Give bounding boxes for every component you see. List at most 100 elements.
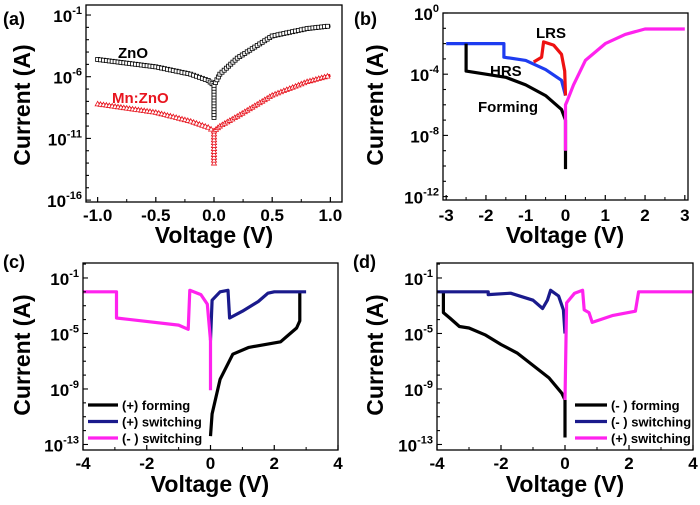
y-tick-label: 10-4 [410, 64, 440, 85]
panel-label: (b) [354, 9, 377, 29]
data-point [324, 72, 331, 79]
x-axis-label: Voltage (V) [155, 222, 273, 248]
y-tick-base: 10 [404, 325, 423, 344]
legend-label: (+) switching [122, 415, 202, 430]
y-tick-label: 100 [414, 3, 439, 24]
y-axis-label: Current (A) [362, 294, 388, 415]
y-tick-base: 10 [44, 436, 63, 455]
y-tick-base: 10 [50, 381, 69, 400]
panel-a: (a)-1.0 -0.5 0.0 0.5 1.010-110-610-1110-16Vo… [3, 4, 343, 248]
y-tick-exponent: -11 [67, 128, 82, 140]
data-point [210, 136, 218, 143]
y-tick-label: 10-12 [404, 187, 439, 208]
x-tick-label: 1.0 [319, 206, 343, 225]
x-axis-label: Voltage (V) [151, 471, 269, 497]
y-axis-label: Current (A) [9, 44, 35, 165]
y-tick-exponent: -4 [429, 64, 440, 76]
y-tick-base: 10 [48, 130, 67, 149]
y-axis-label: Current (A) [9, 294, 35, 415]
data-point [210, 133, 218, 140]
y-tick-label: 10-11 [48, 128, 82, 149]
y-axis-label: Current (A) [362, 44, 388, 165]
y-tick-exponent: -6 [72, 67, 82, 79]
x-tick-label: 2 [640, 206, 649, 225]
panel-label: (c) [3, 252, 25, 272]
x-tick-label: -3 [439, 206, 454, 225]
data-point [210, 130, 218, 137]
x-tick-label: 0 [561, 206, 570, 225]
legend-label: (+) switching [611, 431, 691, 446]
legend-label: (- ) switching [122, 431, 202, 446]
y-tick-base: 10 [53, 69, 72, 88]
annotation: ZnO [118, 45, 148, 62]
x-tick-label: 0.0 [202, 206, 226, 225]
panel-label: (a) [3, 9, 25, 29]
x-axis-label: Voltage (V) [506, 222, 624, 248]
y-tick-exponent: -12 [423, 187, 439, 199]
series-line [441, 291, 567, 438]
y-tick-base: 10 [410, 66, 429, 85]
data-point [210, 159, 218, 166]
x-tick-label: 0 [206, 454, 215, 473]
y-tick-exponent: -5 [423, 323, 433, 335]
y-tick-base: 10 [410, 127, 429, 146]
legend-label: (+) forming [122, 398, 190, 413]
series-line [208, 291, 302, 437]
legend-label: (- ) switching [611, 415, 691, 430]
series-line [208, 288, 307, 341]
data-point [210, 153, 218, 160]
y-tick-label: 10-5 [50, 323, 79, 344]
x-tick-label: -0.5 [141, 206, 170, 225]
y-tick-exponent: -8 [429, 125, 439, 137]
y-tick-exponent: -9 [423, 379, 433, 391]
x-tick-label: 2 [624, 454, 633, 473]
data-point [205, 123, 212, 130]
y-tick-base: 10 [414, 5, 433, 24]
y-tick-base: 10 [50, 325, 69, 344]
data-point [207, 125, 215, 132]
data-point [325, 23, 330, 29]
x-tick-label: 4 [333, 454, 343, 473]
x-tick-label: -2 [139, 454, 154, 473]
data-point [210, 148, 218, 154]
y-tick-label: 10-9 [50, 379, 79, 400]
series-line [446, 41, 568, 97]
data-point [210, 156, 218, 163]
x-tick-label: -4 [429, 454, 445, 473]
x-tick-label: 4 [688, 454, 698, 473]
series-line [532, 40, 568, 96]
x-tick-label: 0 [560, 454, 569, 473]
y-tick-exponent: -1 [69, 268, 79, 280]
y-tick-exponent: -16 [66, 190, 82, 202]
y-tick-label: 10-6 [53, 67, 82, 88]
y-tick-label: 10-13 [44, 434, 79, 455]
y-tick-label: 10-8 [410, 125, 439, 146]
panel-label: (d) [353, 252, 376, 272]
annotation: HRS [490, 63, 522, 80]
x-tick-label: -1 [518, 206, 533, 225]
data-point [210, 142, 218, 148]
x-tick-label: -4 [75, 454, 91, 473]
x-tick-label: 0.5 [260, 206, 284, 225]
series-line [563, 27, 685, 151]
y-tick-exponent: -9 [69, 379, 79, 391]
data-point [210, 150, 218, 157]
y-tick-exponent: -1 [423, 268, 433, 280]
x-tick-label: 2 [270, 454, 279, 473]
y-tick-exponent: -5 [69, 323, 79, 335]
annotation: LRS [536, 25, 566, 42]
x-tick-label: 3 [680, 206, 689, 225]
data-point [210, 139, 218, 146]
y-tick-base: 10 [404, 270, 423, 289]
y-tick-label: 10-9 [404, 379, 433, 400]
y-tick-label: 10-5 [404, 323, 433, 344]
y-tick-exponent: -13 [63, 434, 79, 446]
annotation: Forming [478, 99, 538, 116]
y-tick-label: 10-13 [398, 434, 433, 455]
x-tick-label: 1 [601, 206, 610, 225]
x-axis-label: Voltage (V) [506, 471, 624, 497]
y-tick-label: 10-16 [47, 190, 82, 211]
y-tick-label: 10-1 [53, 5, 82, 26]
